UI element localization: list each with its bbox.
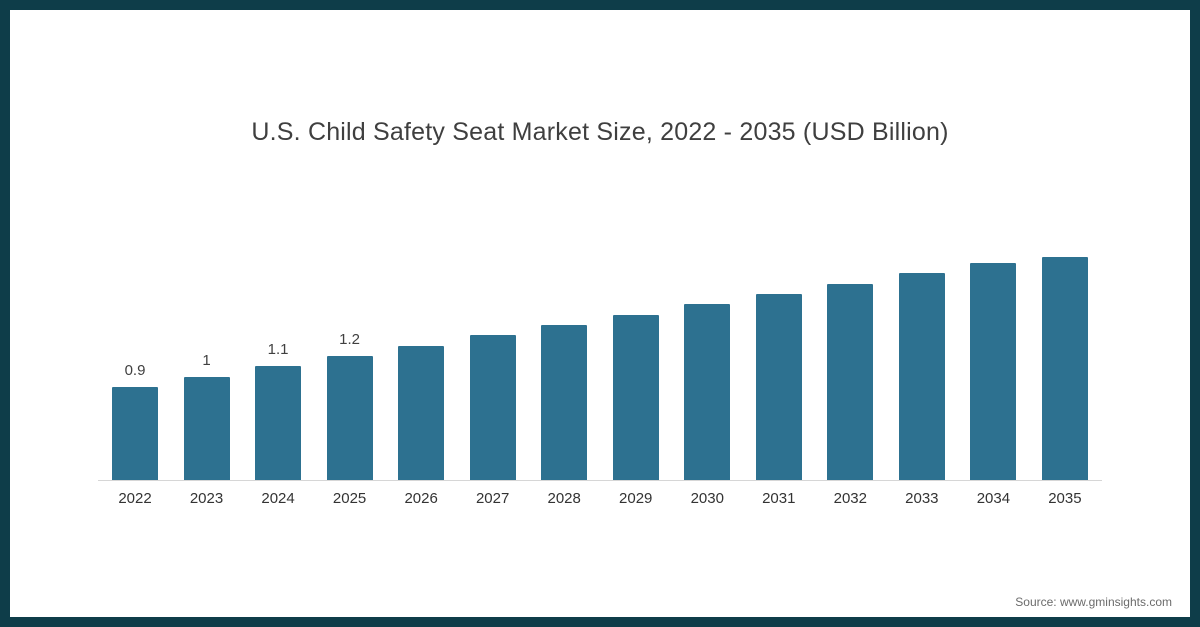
x-axis-tick-label: 2024	[261, 490, 295, 507]
bar-group: 2027	[469, 232, 516, 507]
bar	[612, 315, 659, 480]
bar	[970, 263, 1017, 480]
bar-group: 1.1 2024	[255, 232, 302, 507]
x-axis-tick-label: 2031	[762, 490, 796, 507]
bar	[898, 273, 945, 480]
x-axis-tick-label: 2028	[547, 490, 581, 507]
bar	[255, 366, 302, 480]
x-axis-tick-label: 2034	[976, 490, 1011, 507]
bar-group: 2034	[970, 232, 1017, 507]
bar-group: 1 2023	[183, 232, 230, 507]
source-attribution: Source: www.gminsights.com	[1015, 595, 1172, 609]
bar-group: 2035	[1041, 232, 1088, 507]
x-axis-tick-label: 2029	[619, 490, 653, 507]
bar-group: 2032	[827, 232, 874, 507]
bar	[541, 325, 588, 480]
bar-group: 2028	[541, 232, 588, 507]
bar	[398, 346, 445, 480]
x-axis-tick-label: 2026	[404, 490, 438, 507]
bar-group: 2033	[898, 232, 945, 507]
x-axis-tick-label: 2030	[690, 490, 724, 507]
bar	[755, 294, 802, 480]
bar-group: 2030	[684, 232, 731, 507]
x-axis-tick-label: 2027	[475, 490, 510, 507]
bar-value-label: 1.1	[267, 341, 289, 358]
bar-value-label: 1	[202, 352, 211, 369]
bar	[183, 377, 230, 480]
bar-group: 2029	[612, 232, 659, 507]
bar-value-label: 1.2	[339, 331, 361, 348]
x-axis-tick-label: 2023	[189, 490, 224, 507]
bar	[112, 387, 158, 480]
bar-group: 0.9 2022	[112, 232, 158, 507]
bar	[326, 356, 373, 480]
chart-title: U.S. Child Safety Seat Market Size, 2022…	[251, 118, 949, 146]
x-axis-tick-label: 2032	[833, 490, 867, 507]
plot-area: 0.9 2022 1 2023 1.1 2024 1.2 2025 2026 2027 2028 20…	[98, 232, 1102, 507]
bar	[1041, 257, 1088, 480]
bar-group: 2031	[755, 232, 802, 507]
bar	[827, 284, 874, 480]
bar-group: 1.2 2025	[326, 232, 373, 507]
x-axis-tick-label: 2035	[1048, 490, 1082, 507]
x-axis-tick-label: 2022	[118, 490, 152, 507]
bar-group: 2026	[398, 232, 445, 507]
bar-value-label: 0.9	[124, 362, 146, 379]
bar	[469, 335, 516, 480]
x-axis-tick-label: 2033	[905, 490, 939, 507]
bar	[684, 304, 731, 480]
x-axis-tick-label: 2025	[332, 490, 367, 507]
